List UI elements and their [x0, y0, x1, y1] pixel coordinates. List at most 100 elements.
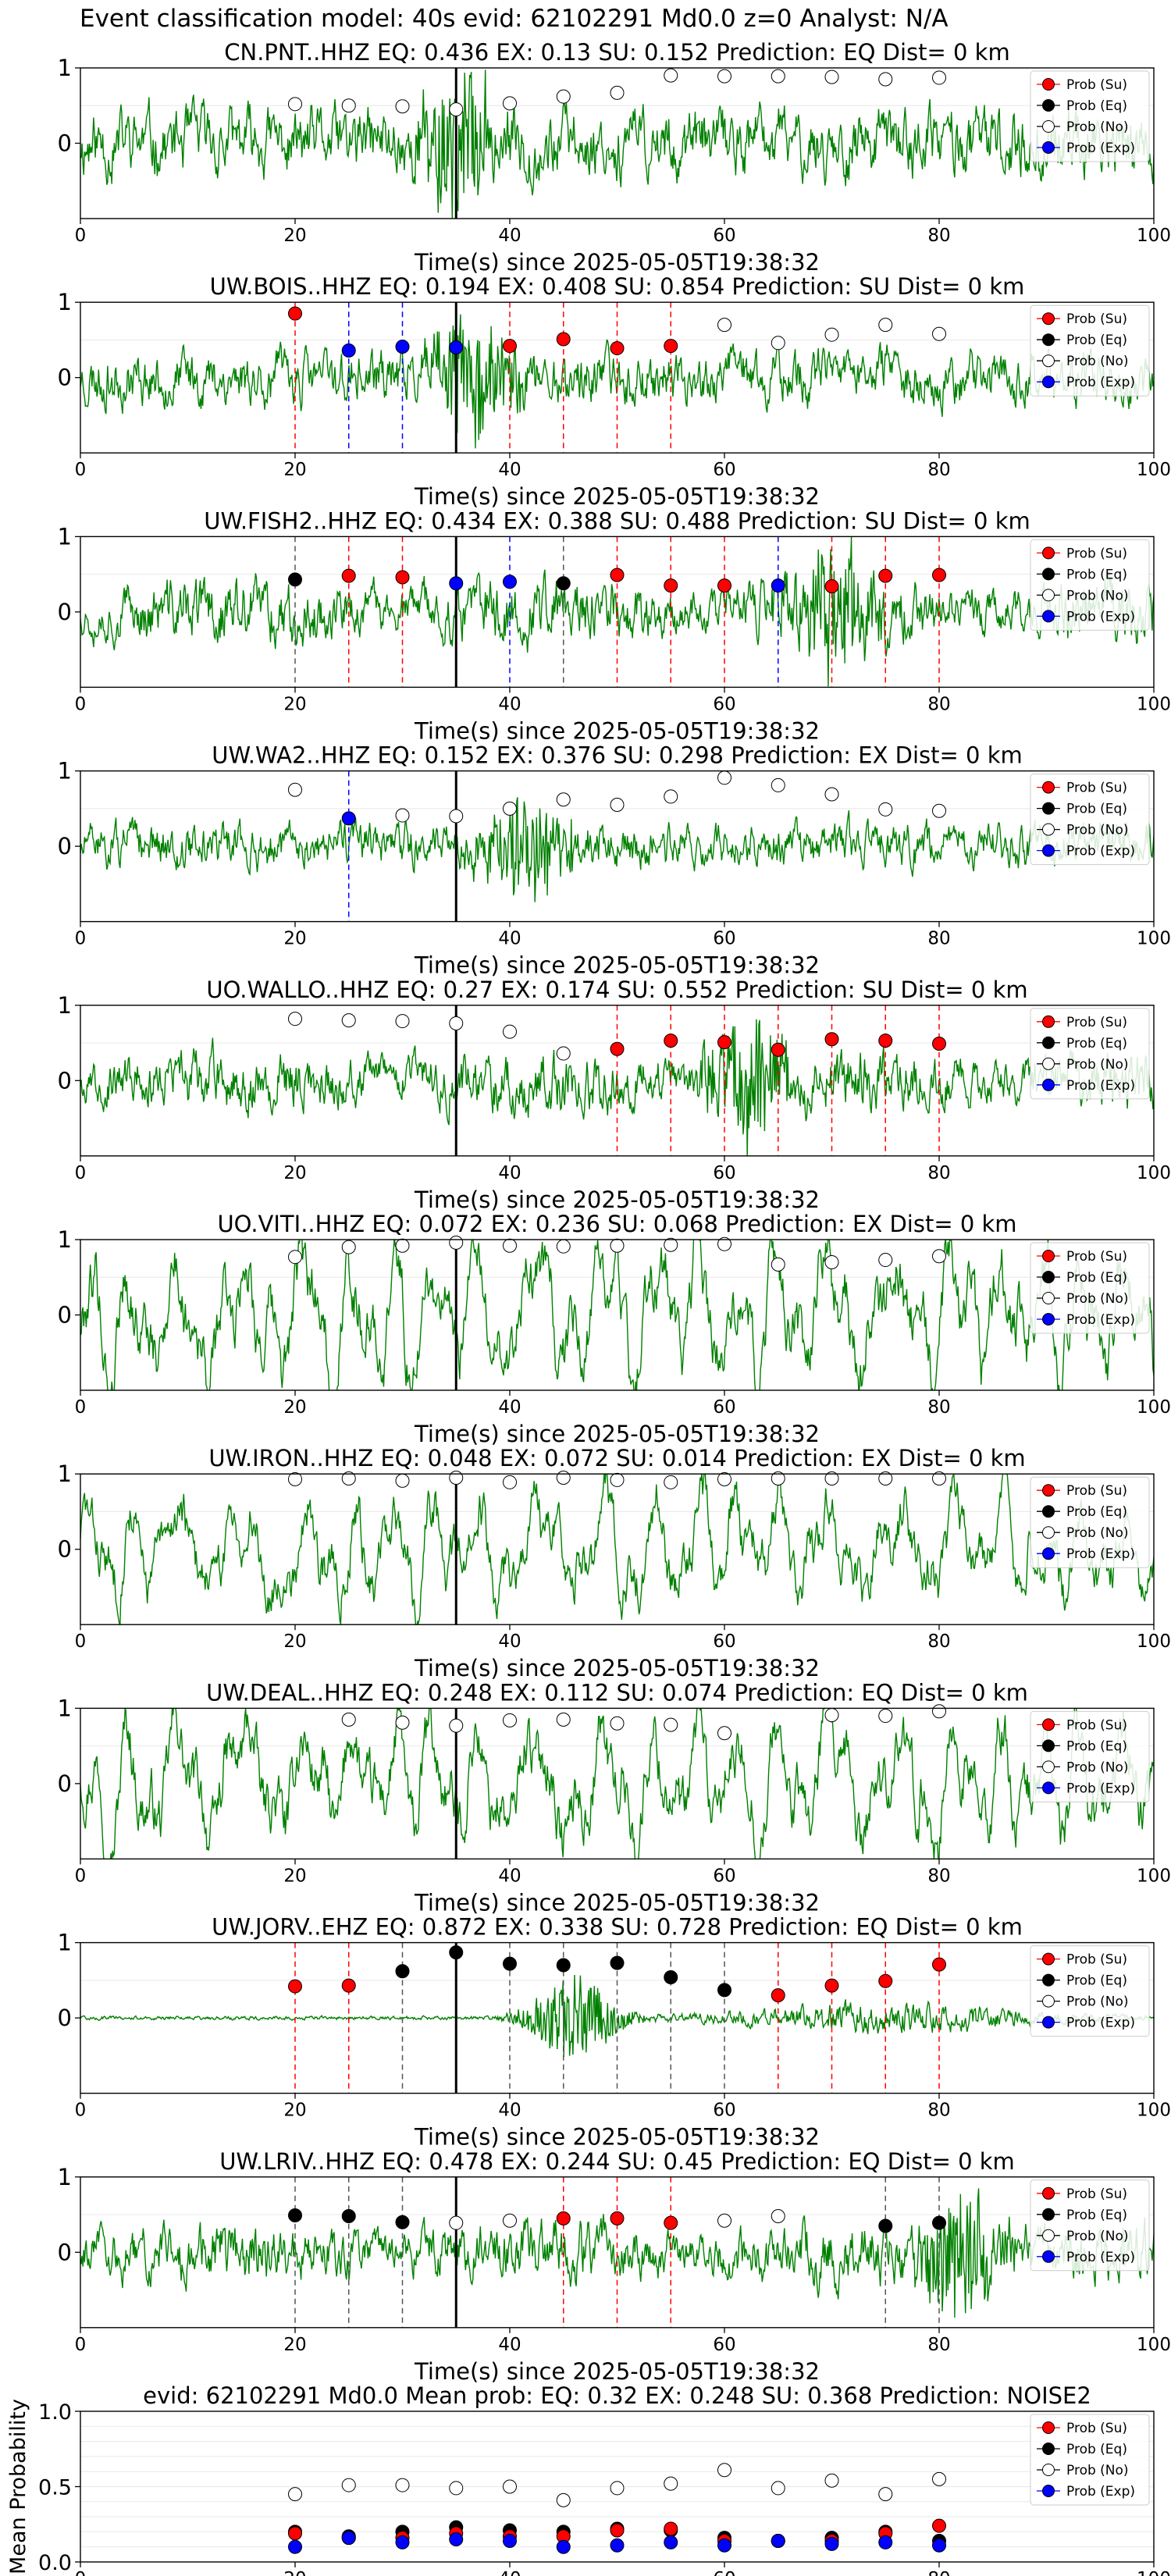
- prob-marker-no: [556, 89, 571, 104]
- prob-marker-no: [717, 1236, 731, 1251]
- panel-title: UO.VITI..HHZ EQ: 0.072 EX: 0.236 SU: 0.0…: [217, 1211, 1016, 1237]
- station-panel-8: UW.DEAL..HHZ EQ: 0.248 EX: 0.112 SU: 0.0…: [58, 1679, 1171, 1916]
- legend-marker-exp: [1042, 2485, 1055, 2497]
- seismic-waveform: [80, 1974, 1154, 2058]
- prob-marker-su: [395, 570, 410, 585]
- prob-marker-su: [664, 2215, 678, 2230]
- prob-marker-no: [556, 1471, 571, 1485]
- y-tick-label: 1: [58, 523, 72, 550]
- legend-box: [1030, 304, 1150, 397]
- prob-marker-no: [503, 801, 517, 816]
- prob-marker-no: [717, 770, 731, 785]
- legend-marker-eq: [1042, 1505, 1055, 1518]
- x-tick-label: 100: [1137, 2101, 1171, 2121]
- legend-label: Prob (No): [1066, 2229, 1129, 2244]
- prob-marker-no: [610, 1716, 625, 1731]
- panel-title: UW.BOIS..HHZ EQ: 0.194 EX: 0.408 SU: 0.8…: [210, 273, 1025, 300]
- station-panel-10: UW.LRIV..HHZ EQ: 0.478 EX: 0.244 SU: 0.4…: [58, 2148, 1171, 2385]
- legend-marker-exp: [1042, 610, 1055, 623]
- prob-marker-no: [717, 1726, 731, 1741]
- x-tick-label: 0: [75, 1631, 87, 1652]
- x-tick-label: 40: [498, 1397, 521, 1418]
- mean-marker-no: [556, 2492, 571, 2507]
- x-tick-label: 100: [1137, 1866, 1171, 1886]
- prob-marker-no: [395, 1715, 410, 1730]
- legend-marker-eq: [1042, 802, 1055, 815]
- x-axis-label: Time(s) since 2025-05-05T19:38:32: [414, 1421, 820, 1447]
- station-panel-6: UO.VITI..HHZ EQ: 0.072 EX: 0.236 SU: 0.0…: [58, 1211, 1171, 1447]
- prob-marker-no: [717, 318, 731, 333]
- prob-marker-eq: [288, 2208, 302, 2223]
- y-tick-label: 1: [58, 992, 72, 1019]
- x-tick-label: 60: [713, 1163, 735, 1183]
- legend-box: [1030, 2414, 1150, 2506]
- legend: Prob (Su) Prob (Eq) Prob (No) Prob (Exp): [1030, 70, 1150, 162]
- x-tick-label: 0: [75, 2101, 87, 2121]
- legend-label: Prob (Su): [1066, 2421, 1127, 2436]
- x-tick-label: 20: [283, 1631, 306, 1652]
- prob-marker-no: [341, 1240, 356, 1254]
- legend: Prob (Su) Prob (Eq) Prob (No) Prob (Exp): [1030, 539, 1150, 631]
- legend-box: [1030, 1476, 1150, 1568]
- mean-marker-no: [395, 2478, 410, 2492]
- x-tick-label: 40: [498, 2335, 521, 2355]
- x-tick-label: 20: [283, 460, 306, 480]
- x-tick-label: 60: [713, 2335, 735, 2355]
- x-tick-label: 40: [498, 1866, 521, 1886]
- x-tick-label: 60: [713, 1397, 735, 1418]
- prob-marker-eq: [717, 1983, 731, 1998]
- legend-label: Prob (Exp): [1066, 609, 1135, 624]
- legend-label: Prob (Exp): [1066, 1312, 1135, 1328]
- mean-marker-exp: [932, 2538, 946, 2553]
- x-tick-label: 40: [498, 2101, 521, 2121]
- legend-marker-su: [1042, 1250, 1055, 1262]
- prob-marker-exp: [503, 575, 517, 589]
- legend-label: Prob (Exp): [1066, 375, 1135, 390]
- station-panel-7: UW.IRON..HHZ EQ: 0.048 EX: 0.072 SU: 0.0…: [58, 1445, 1171, 1681]
- prob-marker-no: [717, 69, 731, 84]
- legend-marker-exp: [1042, 1078, 1055, 1091]
- y-tick-label: 0.0: [38, 2551, 72, 2575]
- legend-label: Prob (Exp): [1066, 2016, 1135, 2031]
- legend-box: [1030, 774, 1150, 866]
- legend-label: Prob (No): [1066, 354, 1129, 369]
- panel-title: UW.IRON..HHZ EQ: 0.048 EX: 0.072 SU: 0.0…: [208, 1445, 1025, 1471]
- y-tick-label: 1: [58, 1695, 72, 1721]
- prob-marker-no: [503, 1713, 517, 1727]
- prob-marker-eq: [610, 1955, 625, 1970]
- legend-label: Prob (No): [1066, 1057, 1129, 1073]
- mean-probability-panel: evid: 62102291 Md0.0 Mean prob: EQ: 0.32…: [6, 2382, 1171, 2576]
- prob-marker-no: [449, 809, 464, 824]
- mean-marker-su: [288, 2526, 302, 2541]
- legend-marker-su: [1042, 1718, 1055, 1731]
- y-tick-label: 0: [58, 599, 72, 625]
- seismic-waveform: [80, 69, 1154, 219]
- prob-marker-no: [503, 96, 517, 111]
- station-panel-4: UW.WA2..HHZ EQ: 0.152 EX: 0.376 SU: 0.29…: [58, 742, 1171, 979]
- prob-marker-no: [878, 802, 893, 817]
- prob-marker-no: [824, 1708, 839, 1723]
- x-tick-label: 80: [927, 2569, 950, 2576]
- mean-marker-no: [717, 2463, 731, 2478]
- prob-marker-eq: [395, 2215, 410, 2229]
- mean-marker-su: [664, 2521, 678, 2536]
- x-tick-label: 60: [713, 694, 735, 714]
- station-panel-9: UW.JORV..EHZ EQ: 0.872 EX: 0.338 SU: 0.7…: [58, 1914, 1171, 2151]
- prob-marker-no: [824, 1471, 839, 1485]
- prob-marker-su: [771, 1988, 785, 2003]
- axes-frame: [80, 1707, 1155, 1860]
- x-tick-label: 80: [927, 2335, 950, 2355]
- figure-title: Event classification model: 40s evid: 62…: [80, 5, 949, 33]
- prob-marker-exp: [341, 811, 356, 826]
- seismic-waveform: [80, 1019, 1154, 1156]
- legend-marker-exp: [1042, 2250, 1055, 2263]
- mean-marker-su: [932, 2518, 946, 2533]
- seismic-waveform: [80, 1240, 1154, 1390]
- mean-marker-no: [824, 2473, 839, 2488]
- legend-marker-no: [1042, 589, 1055, 602]
- prob-marker-no: [664, 1475, 678, 1489]
- legend: Prob (Su) Prob (Eq) Prob (No) Prob (Exp): [1030, 2179, 1150, 2272]
- prob-marker-no: [878, 318, 893, 333]
- legend: Prob (Su) Prob (Eq) Prob (No) Prob (Exp): [1030, 1476, 1150, 1568]
- y-tick-label: 0: [58, 1067, 72, 1094]
